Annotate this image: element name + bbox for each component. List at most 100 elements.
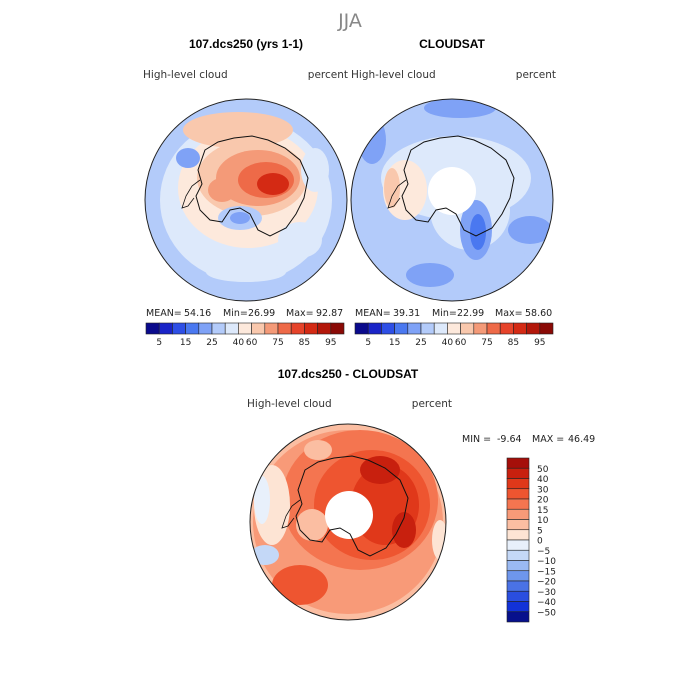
panel-model-title: 107.dcs250 (yrs 1-1) [189, 37, 303, 51]
panel-diff-colorbar-swatch [506, 467, 530, 479]
panel-model-mean-label: MEAN= [146, 308, 182, 319]
panel-model-colorbar-tick-label: 15 [180, 338, 191, 348]
panel-model-variable: High-level cloud [143, 69, 228, 81]
panel-model-border [144, 98, 348, 302]
panel-obs-max: 58.60 [525, 308, 552, 319]
panel-obs-colorbar-tick-label: 25 [415, 338, 426, 348]
panel-diff-colorbar-swatch [506, 498, 530, 510]
panel-obs-colorbar: 5 15 25 40 60 75 85 95 [354, 322, 554, 348]
panel-diff-colorbar-tick-label: −20 [537, 578, 556, 588]
panel-obs-colorbar-swatch [539, 322, 554, 335]
panel-model-colorbar-swatch [264, 322, 279, 335]
panel-diff-min-label: MIN = [462, 434, 491, 445]
panel-obs-colorbar-tick-label: 95 [534, 338, 545, 348]
panel-model-colorbar-tick-label: 85 [299, 338, 310, 348]
panel-model-colorbar-swatch [224, 322, 239, 335]
panel-obs-border [350, 98, 554, 302]
panel-obs-colorbar-swatch [526, 322, 541, 335]
panel-model-colorbar-swatch [290, 322, 305, 335]
panel-diff-coastline [281, 455, 409, 557]
panel-diff-colorbar-swatch [506, 611, 530, 623]
panel-diff-max-label: MAX = [532, 434, 564, 445]
panel-model: 107.dcs250 (yrs 1-1) High-level cloud pe… [143, 37, 348, 348]
panel-diff-colorbar-swatch [506, 519, 530, 531]
panel-obs-colorbar-tick-label: 5 [365, 338, 371, 348]
panel-diff-colorbar-tick-label: 5 [537, 526, 543, 536]
panel-obs-colorbar-tick-label: 60 [455, 338, 467, 348]
panel-diff: 107.dcs250 - CLOUDSAT High-level cloud p… [247, 367, 595, 623]
panel-obs-colorbar-swatch [486, 322, 501, 335]
panel-diff-units: percent [412, 398, 452, 410]
panel-diff-colorbar-tick-label: −30 [537, 588, 556, 598]
panel-model-coastline [181, 135, 309, 237]
panel-model-colorbar-swatch [251, 322, 266, 335]
panel-obs-colorbar-swatch [433, 322, 448, 335]
panel-model-colorbar: 5 15 25 40 60 75 85 95 [145, 322, 345, 348]
panel-diff-colorbar-swatch [506, 488, 530, 500]
panel-obs-colorbar-tick-label: 75 [481, 338, 492, 348]
panel-diff-colorbar-swatch [506, 457, 530, 469]
panel-model-colorbar-swatch [317, 322, 332, 335]
panel-model-colorbar-tick-label: 40 [233, 338, 245, 348]
panel-diff-colorbar-swatch [506, 590, 530, 602]
panel-diff-colorbar-swatch [506, 478, 530, 490]
panel-diff-colorbar-swatch [506, 508, 530, 520]
panel-model-colorbar-swatch [277, 322, 292, 335]
panel-diff-colorbar-tick-label: 15 [537, 506, 548, 516]
panel-obs-colorbar-swatch [473, 322, 488, 335]
panel-diff-min: -9.64 [497, 434, 522, 445]
panel-diff-colorbar-swatch [506, 601, 530, 613]
panel-diff-map [250, 424, 446, 620]
panel-obs-colorbar-swatch [407, 322, 422, 335]
panel-model-colorbar-swatch [172, 322, 186, 335]
panel-obs-mean-label: MEAN= [355, 308, 391, 319]
panel-diff-colorbar-tick-label: −5 [537, 547, 550, 557]
panel-model-colorbar-swatch [211, 322, 226, 335]
panel-model-colorbar-swatch [158, 322, 173, 335]
panel-obs-colorbar-swatch [513, 322, 527, 335]
panel-diff-colorbar-tick-label: 20 [537, 496, 549, 506]
panel-diff-title: 107.dcs250 - CLOUDSAT [278, 367, 419, 381]
panel-diff-colorbar-tick-label: −10 [537, 557, 556, 567]
panel-obs-colorbar-swatch [460, 322, 475, 335]
panel-model-colorbar-tick-label: 75 [272, 338, 283, 348]
panel-model-mean: 54.16 [184, 308, 211, 319]
panel-obs-colorbar-swatch [381, 322, 395, 335]
panel-obs: CLOUDSAT High-level cloud percent MEAN= … [350, 37, 556, 348]
panel-obs-units: percent [516, 69, 556, 81]
panel-obs-colorbar-tick-label: 85 [508, 338, 519, 348]
panel-model-colorbar-swatch [185, 322, 200, 335]
panel-obs-max-label: Max= [495, 308, 523, 319]
panel-obs-variable: High-level cloud [351, 69, 436, 81]
panel-model-min: 26.99 [248, 308, 275, 319]
panel-diff-colorbar-tick-label: 40 [537, 475, 549, 485]
panel-model-colorbar-swatch [304, 322, 318, 335]
panel-diff-border [249, 423, 447, 621]
panel-diff-colorbar-swatch [506, 549, 530, 561]
panel-diff-colorbar-tick-label: −50 [537, 608, 556, 618]
panel-obs-colorbar-swatch [354, 322, 369, 335]
panel-diff-colorbar-tick-label: 50 [537, 465, 549, 475]
panel-obs-colorbar-swatch [447, 322, 461, 335]
panel-obs-colorbar-swatch [420, 322, 435, 335]
panel-model-colorbar-tick-label: 95 [325, 338, 336, 348]
panel-model-colorbar-swatch [145, 322, 160, 335]
panel-diff-colorbar-swatch [506, 570, 530, 582]
panel-obs-colorbar-swatch [394, 322, 409, 335]
panel-obs-map [351, 99, 553, 301]
panel-diff-max: 46.49 [568, 434, 595, 445]
panel-diff-colorbar-tick-label: −15 [537, 567, 556, 577]
panel-diff-colorbar-tick-label: −40 [537, 598, 556, 608]
figure-title: JJA [337, 10, 362, 32]
panel-obs-colorbar-swatch [499, 322, 514, 335]
panel-model-units: percent [308, 69, 348, 81]
panel-model-colorbar-tick-label: 60 [246, 338, 258, 348]
panel-obs-coastline [387, 135, 515, 237]
panel-diff-colorbar-swatch [506, 529, 530, 541]
panel-obs-min-label: Min= [432, 308, 457, 319]
panel-model-max: 92.87 [316, 308, 343, 319]
panel-diff-colorbar-tick-label: 10 [537, 516, 549, 526]
panel-diff-colorbar-swatch [506, 539, 530, 551]
